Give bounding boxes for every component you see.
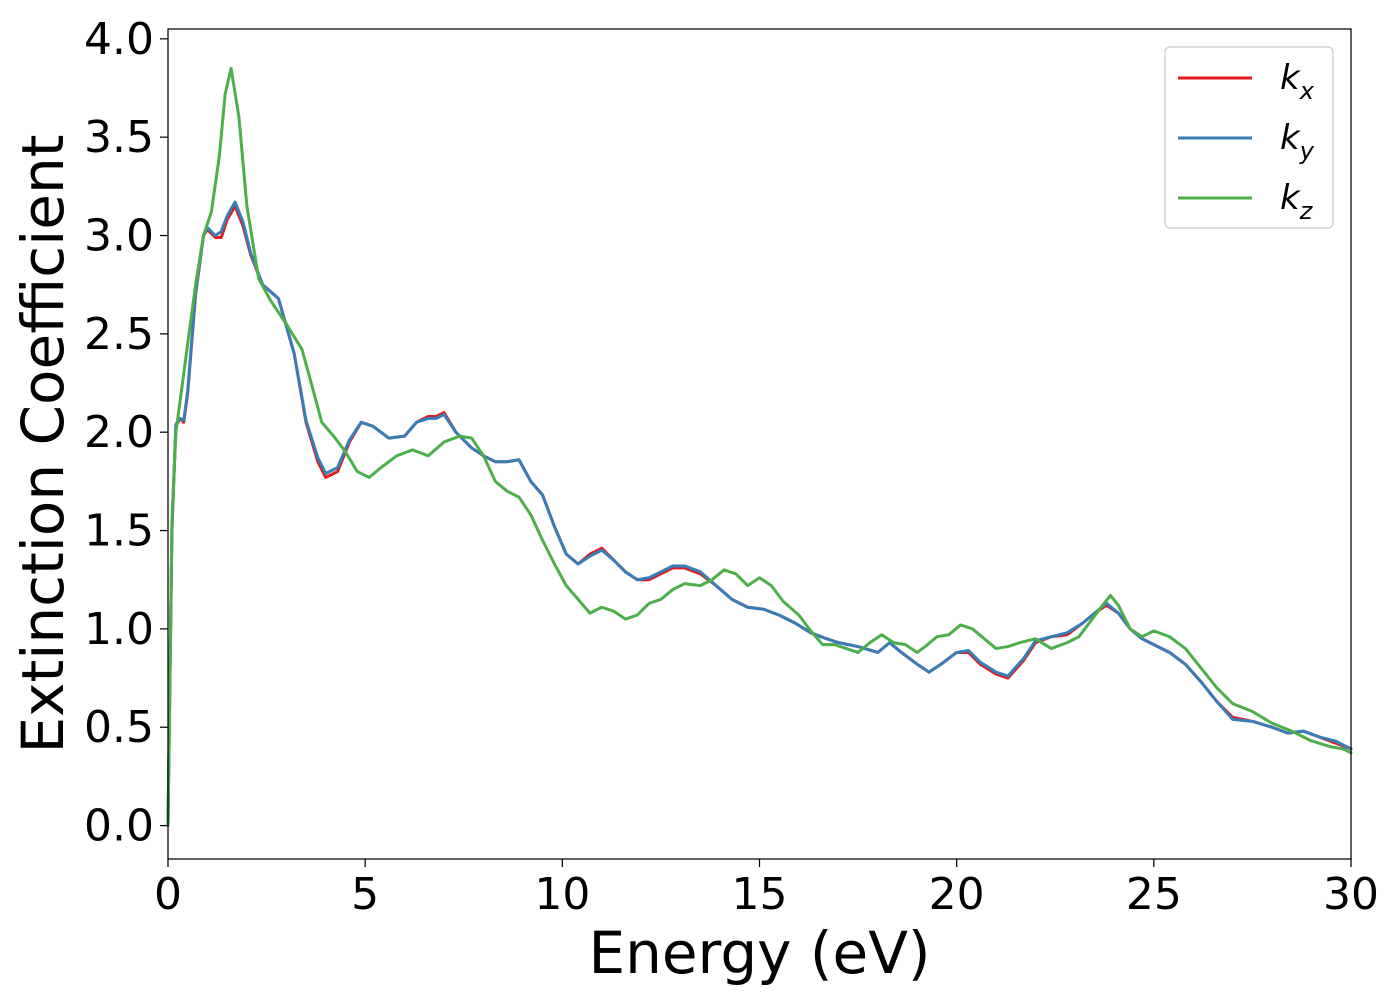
series-line-ky — [166, 200, 1353, 828]
y-axis-ticks: 0.0 0.5 1.0 1.5 2.0 2.5 3.0 3.5 4.0 — [84, 14, 168, 852]
x-tick-label: 0 — [154, 869, 182, 920]
legend-label-subscript: x — [1299, 77, 1315, 105]
legend-label-kx: kx — [1280, 58, 1315, 105]
x-tick-label: 25 — [1126, 869, 1182, 920]
y-tick-label: 3.5 — [84, 112, 154, 163]
y-tick-label: 2.5 — [84, 309, 154, 360]
series-line-kz — [166, 66, 1353, 828]
x-axis-ticks: 0 5 10 15 20 25 30 — [154, 859, 1379, 920]
x-tick-label: 10 — [534, 869, 590, 920]
plot-area — [168, 29, 1351, 859]
legend-label-subscript: y — [1299, 137, 1315, 165]
legend-label-subscript: z — [1299, 197, 1314, 225]
x-axis-label: Energy (eV) — [588, 919, 930, 987]
y-tick-label: 2.0 — [84, 407, 154, 458]
y-tick-label: 0.0 — [84, 801, 154, 852]
y-tick-label: 4.0 — [84, 14, 154, 65]
x-tick-label: 5 — [351, 869, 379, 920]
y-tick-label: 0.5 — [84, 702, 154, 753]
x-tick-label: 30 — [1323, 869, 1379, 920]
y-axis-label: Extinction Coefficient — [9, 135, 77, 754]
x-tick-label: 15 — [732, 869, 788, 920]
series-layer — [166, 66, 1353, 828]
y-tick-label: 1.0 — [84, 604, 154, 655]
y-tick-label: 3.0 — [84, 211, 154, 262]
y-tick-label: 1.5 — [84, 506, 154, 557]
x-tick-label: 20 — [929, 869, 985, 920]
